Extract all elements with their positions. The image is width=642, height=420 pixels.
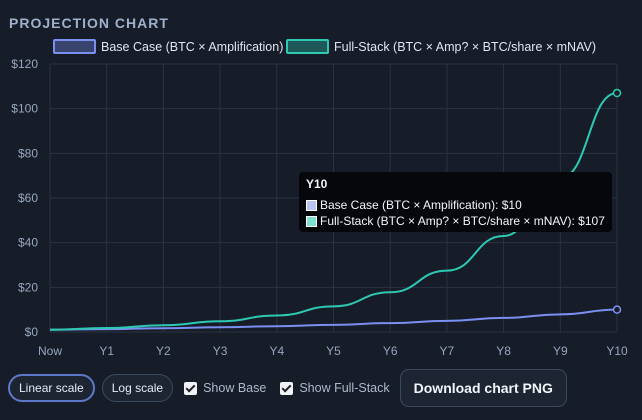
y-tick-label: $120 xyxy=(11,57,38,71)
page-title: PROJECTION CHART xyxy=(9,15,169,31)
show-full-stack-toggle[interactable]: Show Full-Stack xyxy=(280,381,390,395)
log-scale-button[interactable]: Log scale xyxy=(101,374,174,402)
y-tick-label: $80 xyxy=(18,146,38,160)
tooltip-row-full: Full-Stack (BTC × Amp? × BTC/share × mNA… xyxy=(306,213,605,229)
x-tick-label: Y6 xyxy=(383,344,398,358)
x-tick-label: Y10 xyxy=(606,344,628,358)
legend-label-0: Base Case (BTC × Amplification) xyxy=(101,40,283,54)
x-tick-label: Y9 xyxy=(553,344,568,358)
x-tick-label: Now xyxy=(38,344,62,358)
chart-ticks: $0 $20 $40 $60 $80 $100 $120 Now Y1 Y2 Y3 Y4 Y5 Y6 Y7 Y… xyxy=(11,57,628,358)
tooltip-swatch-base xyxy=(306,199,317,211)
show-base-checkbox[interactable] xyxy=(184,381,198,395)
y-tick-label: $0 xyxy=(25,325,39,339)
legend-swatch-1 xyxy=(286,39,329,54)
x-tick-label: Y2 xyxy=(156,344,171,358)
series-endpoint-0 xyxy=(612,305,622,314)
tooltip-title: Y10 xyxy=(306,177,328,191)
show-full-stack-checkbox[interactable] xyxy=(280,381,294,395)
y-tick-label: $40 xyxy=(18,236,38,250)
x-tick-label: Y1 xyxy=(99,344,114,358)
show-base-toggle[interactable]: Show Base xyxy=(184,381,266,395)
tooltip-text-full: Full-Stack (BTC × Amp? × BTC/share × mNA… xyxy=(320,214,605,228)
tooltip-swatch-full xyxy=(306,215,317,227)
tooltip-row-base: Base Case (BTC × Amplification): $10 xyxy=(306,197,605,213)
legend-label-1: Full-Stack (BTC × Amp? × BTC/share × mNA… xyxy=(334,40,596,54)
chart-tooltip: Y10 Base Case (BTC × Amplification): $10… xyxy=(299,172,612,232)
x-tick-label: Y8 xyxy=(496,344,511,358)
x-tick-label: Y3 xyxy=(213,344,228,358)
y-tick-label: $100 xyxy=(11,102,38,116)
tooltip-text-base: Base Case (BTC × Amplification): $10 xyxy=(320,198,522,212)
chart-legend[interactable]: Base Case (BTC × Amplification) Full-Stac… xyxy=(53,39,596,54)
show-base-label: Show Base xyxy=(203,381,267,395)
x-tick-label: Y4 xyxy=(269,344,284,358)
series-endpoint-1 xyxy=(612,88,622,98)
chart-controls: Linear scale Log scale Show Base Show Fu… xyxy=(8,369,567,407)
legend-swatch-0 xyxy=(53,39,96,54)
y-tick-label: $20 xyxy=(18,280,38,294)
download-png-button[interactable]: Download chart PNG xyxy=(399,369,567,407)
series-line-0 xyxy=(49,308,618,331)
x-tick-label: Y7 xyxy=(440,344,455,358)
y-tick-label: $60 xyxy=(18,191,38,205)
show-full-stack-label: Show Full-Stack xyxy=(299,381,390,395)
linear-scale-button[interactable]: Linear scale xyxy=(8,374,95,402)
x-tick-label: Y5 xyxy=(326,344,341,358)
